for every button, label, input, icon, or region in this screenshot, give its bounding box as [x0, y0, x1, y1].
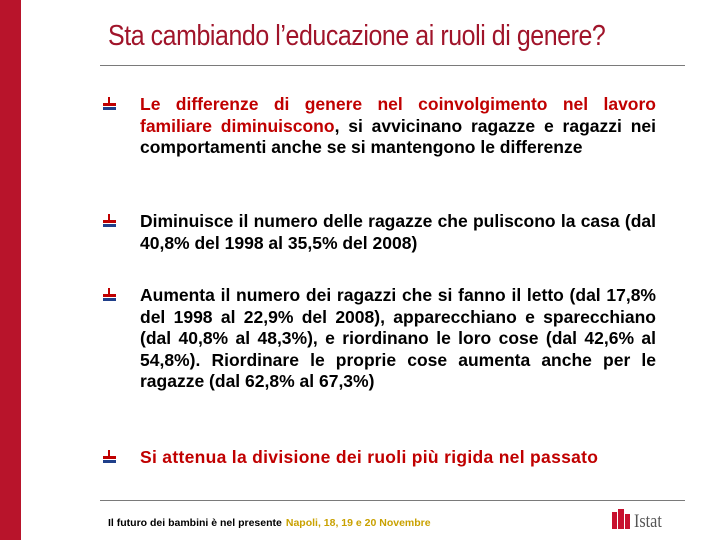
bullet-text-3: Aumenta il numero dei ragazzi che si fan…	[140, 285, 656, 391]
bullet-bars-icon	[103, 214, 116, 227]
title-divider	[100, 65, 685, 66]
istat-logo-icon	[612, 509, 630, 529]
bullet-bars-icon	[103, 97, 116, 110]
istat-logo: Istat	[612, 507, 692, 535]
bullet-text-1-rest: , si avvicinano ragazze e ragazzi nei co…	[140, 115, 656, 158]
footer: Il futuro dei bambini è nel presente Napo…	[108, 517, 431, 529]
footer-event: Il futuro dei bambini è nel presente	[108, 517, 282, 529]
bullet-bars-icon	[103, 288, 116, 301]
bullet-text-4: Si attenua la divisione dei ruoli più ri…	[140, 447, 599, 467]
bullet-bars-icon	[103, 450, 116, 463]
footer-place-date: Napoli, 18, 19 e 20 Novembre	[285, 517, 431, 529]
bullet-text-1: Le differenze di genere nel coinvolgimen…	[140, 94, 656, 159]
bullet-text-1-emphasis: Le differenze di genere nel coinvolgimen…	[140, 94, 656, 136]
left-accent-band	[0, 0, 21, 540]
bullet-text-2: Diminuisce il numero delle ragazze che p…	[140, 211, 656, 253]
slide-title: Sta cambiando l’educazione ai ruoli di g…	[108, 20, 606, 52]
logo-wordmark: Istat	[634, 511, 662, 532]
footer-divider	[100, 500, 685, 501]
